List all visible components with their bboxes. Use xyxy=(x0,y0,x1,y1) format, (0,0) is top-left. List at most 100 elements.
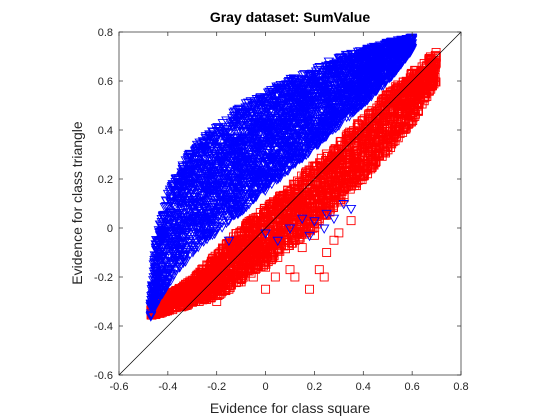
data-point xyxy=(384,116,394,125)
data-point xyxy=(357,143,367,153)
data-point xyxy=(377,151,387,161)
data-point xyxy=(358,162,368,172)
data-point xyxy=(406,70,416,80)
data-point xyxy=(272,200,282,210)
data-point xyxy=(318,175,328,184)
data-point xyxy=(330,192,340,202)
data-point xyxy=(373,136,383,146)
data-point xyxy=(429,74,439,84)
data-point xyxy=(238,241,248,251)
data-point xyxy=(185,278,195,288)
data-point xyxy=(354,119,364,129)
data-point xyxy=(385,112,394,122)
data-point xyxy=(275,191,285,201)
data-point xyxy=(207,286,217,296)
data-point xyxy=(243,241,253,251)
data-point xyxy=(310,107,322,117)
data-point xyxy=(190,202,202,212)
data-point xyxy=(265,200,275,210)
data-point xyxy=(348,131,358,140)
data-point xyxy=(299,190,309,200)
data-point xyxy=(200,284,210,294)
data-point xyxy=(246,229,256,239)
data-point xyxy=(320,181,330,191)
data-point xyxy=(197,282,207,292)
data-point xyxy=(366,108,376,118)
data-point xyxy=(363,169,373,179)
data-point xyxy=(206,141,218,152)
data-point xyxy=(421,84,431,94)
data-point xyxy=(424,54,434,64)
series-square xyxy=(146,47,441,320)
data-point xyxy=(394,122,404,132)
data-point xyxy=(304,203,314,213)
data-point xyxy=(349,164,359,174)
data-point xyxy=(280,165,292,176)
data-point xyxy=(348,176,358,186)
data-point xyxy=(162,202,173,212)
data-point xyxy=(229,116,240,127)
data-point xyxy=(284,214,294,223)
data-point xyxy=(216,182,227,193)
data-point xyxy=(387,132,397,142)
data-point xyxy=(224,257,234,267)
data-point xyxy=(358,141,368,151)
data-point xyxy=(404,81,413,91)
outlier-point xyxy=(314,265,324,275)
data-point xyxy=(275,191,285,201)
outlier-point xyxy=(329,235,339,245)
outlier-point xyxy=(224,284,234,294)
data-point xyxy=(275,218,285,228)
outlier-point xyxy=(322,248,332,257)
data-point xyxy=(305,173,315,183)
data-point xyxy=(291,187,301,197)
data-point xyxy=(330,178,340,188)
data-point xyxy=(213,206,225,216)
outlier-point xyxy=(241,260,251,270)
outlier-point xyxy=(200,289,209,299)
data-point xyxy=(262,157,274,167)
data-point xyxy=(293,143,305,154)
data-point xyxy=(244,219,254,229)
data-point xyxy=(206,260,216,269)
data-point xyxy=(300,105,312,115)
data-point xyxy=(408,109,418,119)
data-point xyxy=(400,121,410,131)
outlier-point xyxy=(285,265,295,275)
data-point xyxy=(417,69,426,79)
data-point xyxy=(348,142,358,152)
data-point xyxy=(190,288,200,298)
outlier-point xyxy=(346,216,356,226)
data-point xyxy=(398,101,408,111)
data-point xyxy=(222,139,233,149)
data-point xyxy=(159,203,171,213)
data-point xyxy=(322,159,332,169)
outlier-point xyxy=(309,230,319,240)
data-point xyxy=(217,243,227,253)
data-point xyxy=(363,119,373,129)
data-point xyxy=(206,185,218,196)
data-point xyxy=(309,100,320,110)
data-point xyxy=(324,164,334,174)
data-point xyxy=(237,240,247,250)
outlier-point xyxy=(334,228,344,238)
data-point xyxy=(207,127,218,137)
data-point xyxy=(175,285,185,295)
data-point xyxy=(343,141,353,150)
data-point xyxy=(329,146,339,156)
data-point xyxy=(243,134,254,144)
series-triangle-down xyxy=(145,33,418,322)
data-point xyxy=(341,169,351,179)
data-point xyxy=(262,146,274,156)
data-point xyxy=(353,175,363,185)
data-point xyxy=(215,253,225,263)
data-point xyxy=(349,158,359,168)
data-point xyxy=(426,59,435,69)
data-point xyxy=(231,278,241,288)
data-point xyxy=(252,217,262,227)
outlier-point xyxy=(305,284,314,294)
data-point xyxy=(320,77,331,87)
data-point xyxy=(212,144,223,154)
outlier-point xyxy=(273,252,283,262)
data-point xyxy=(230,235,240,245)
